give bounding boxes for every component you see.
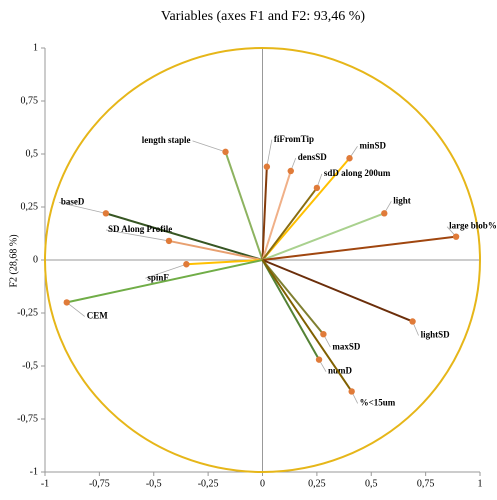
loading-vector	[261, 259, 353, 393]
point	[165, 237, 173, 245]
x-tick-label: -1	[41, 478, 49, 489]
leader-line	[58, 201, 106, 214]
loading-vector	[261, 166, 268, 261]
point-label: light	[393, 195, 411, 205]
loading-vector	[261, 170, 292, 261]
point-label: sdD along 200um	[324, 168, 391, 178]
point	[315, 356, 323, 363]
loading-vector	[105, 212, 263, 261]
y-tick-label: 0,5	[26, 148, 39, 159]
point	[102, 210, 110, 217]
point-label: spinF	[147, 272, 169, 282]
y-tick-label: -0,5	[22, 360, 38, 371]
x-tick-label: 0,25	[308, 478, 326, 489]
loading-vector	[186, 259, 263, 266]
y-tick-label: -0,75	[17, 413, 38, 424]
point	[346, 155, 353, 162]
loading-vector	[66, 259, 263, 304]
leader-line	[266, 139, 273, 167]
x-tick-label: -0,25	[198, 478, 219, 489]
point	[409, 318, 416, 325]
point	[263, 163, 271, 170]
y-tick-label: 1	[33, 42, 38, 53]
x-tick-label: 1	[478, 478, 483, 489]
y-tick-label: 0,25	[21, 201, 39, 212]
loading-vector	[261, 259, 325, 335]
point-label: CEM	[87, 310, 109, 320]
leader-line	[192, 140, 226, 153]
chart-title: Variables (axes F1 and F2: 93,46 %)	[161, 9, 365, 24]
point	[348, 388, 355, 395]
point-label: minSD	[360, 140, 387, 150]
point	[63, 299, 70, 306]
y-tick-label: 0	[33, 254, 38, 265]
x-tick-label: 0	[260, 478, 265, 489]
loading-vector	[261, 157, 351, 261]
point-label: %<15um	[360, 398, 396, 408]
loading-vector	[168, 239, 263, 261]
point	[313, 184, 321, 192]
point-label: densSD	[298, 152, 328, 162]
loading-vector	[261, 187, 318, 261]
point-label: maxSD	[332, 341, 361, 351]
x-tick-label: 0,75	[417, 478, 435, 489]
point	[222, 148, 229, 156]
x-tick-label: -0,75	[89, 478, 110, 489]
point-label: SD Along Profile	[108, 224, 172, 234]
loading-vector	[261, 259, 320, 361]
point-label: baseD	[61, 196, 85, 206]
point-label: fiFromTip	[274, 134, 314, 144]
leader-line	[66, 302, 85, 317]
loading-vector	[224, 151, 264, 261]
point	[287, 167, 294, 175]
y-tick-label: -1	[30, 466, 38, 477]
x-tick-label: -0,5	[146, 478, 162, 489]
y-tick-label: -0,25	[17, 307, 38, 318]
point-label: large blob%	[449, 221, 497, 231]
loading-vector	[262, 259, 413, 323]
unit-circle	[44, 47, 481, 473]
point	[381, 210, 388, 217]
x-tick-label: 0,5	[365, 478, 378, 489]
point	[183, 261, 190, 268]
loading-vector	[262, 235, 457, 261]
point	[452, 233, 460, 240]
point	[320, 331, 327, 338]
y-tick-label: 0,75	[21, 95, 39, 106]
leader-line	[145, 263, 187, 279]
point-label: lightSD	[421, 330, 451, 340]
y-axis-title: F2 (28,68 %)	[8, 234, 19, 287]
loading-vector	[262, 212, 385, 261]
point-label: numD	[328, 366, 353, 376]
leader-line	[105, 229, 170, 242]
point-label: length staple	[142, 135, 191, 145]
